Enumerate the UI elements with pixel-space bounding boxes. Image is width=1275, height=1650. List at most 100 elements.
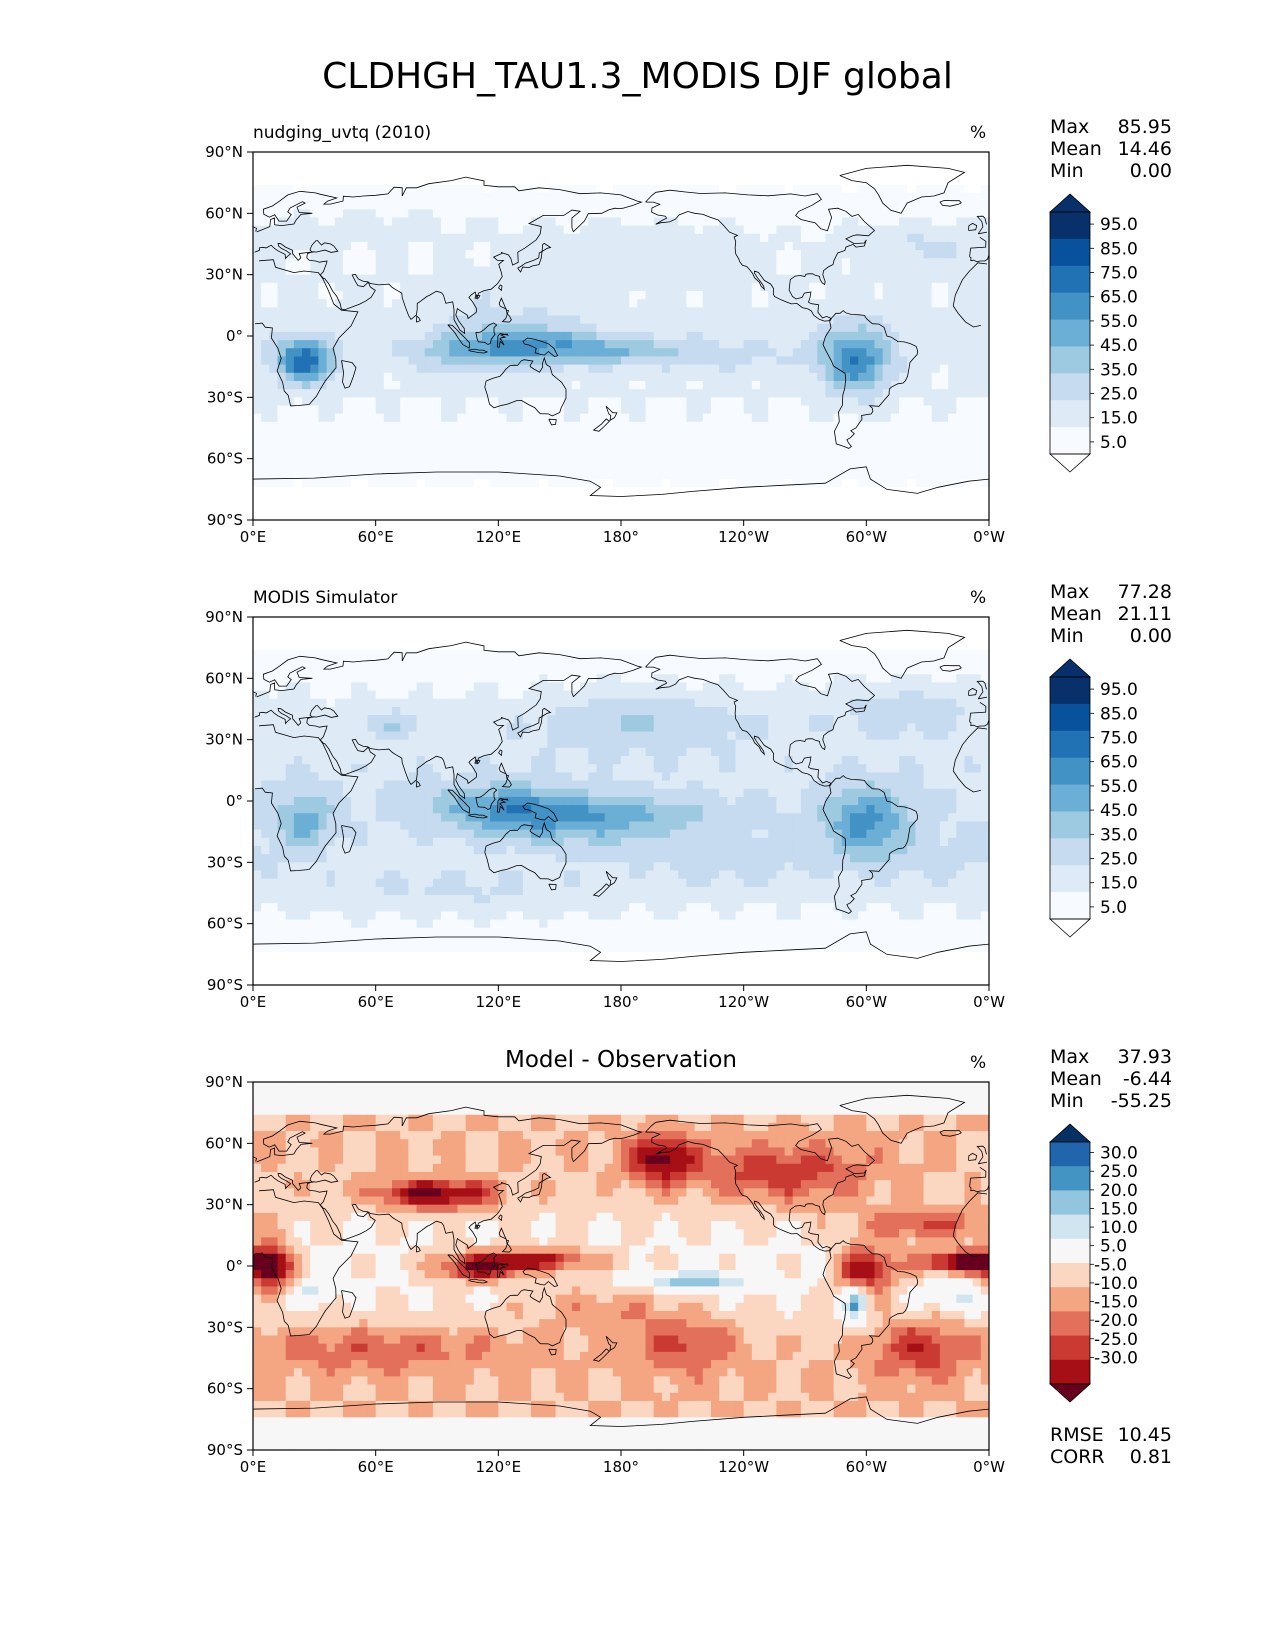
field-cell: [939, 217, 949, 227]
field-cell: [531, 184, 540, 194]
field-cell: [465, 250, 475, 259]
field-cell: [817, 274, 827, 284]
field-cell: [661, 258, 671, 268]
field-cell: [751, 446, 761, 456]
field-cell: [866, 250, 876, 259]
field-cell: [670, 282, 679, 292]
field-cell: [424, 625, 434, 634]
field-cell: [686, 657, 696, 667]
field-cell: [825, 479, 835, 488]
field-cell: [277, 397, 287, 407]
field-cell: [939, 430, 949, 439]
field-cell: [449, 657, 459, 667]
field-cell: [547, 176, 557, 186]
field-cell: [719, 291, 728, 300]
field-cell: [980, 348, 989, 358]
field-cell: [694, 503, 704, 513]
field-cell: [645, 331, 655, 341]
field-cell: [342, 291, 352, 300]
field-cell: [359, 356, 369, 366]
field-cell: [817, 657, 827, 667]
field-cell: [473, 201, 483, 210]
field-cell: [441, 430, 450, 439]
field-cell: [743, 389, 753, 398]
field-cell: [449, 633, 459, 643]
field-cell: [293, 184, 303, 194]
field-cell: [825, 430, 835, 439]
field-cell: [743, 413, 753, 423]
field-cell: [751, 340, 761, 349]
field-cell: [866, 241, 876, 251]
field-cell: [882, 503, 892, 513]
field-cell: [931, 641, 941, 651]
field-cell: [956, 348, 966, 358]
field-cell: [637, 192, 647, 202]
field-cell: [645, 495, 655, 505]
field-cell: [441, 633, 450, 643]
colorbar-test: 95.085.075.065.055.045.035.025.015.05.0: [1048, 193, 1138, 473]
field-cell: [457, 625, 467, 634]
field-cell: [858, 233, 867, 243]
field-cell: [531, 307, 540, 317]
field-cell: [253, 625, 262, 634]
field-cell: [432, 462, 442, 472]
field-cell: [481, 511, 491, 520]
field-cell: [269, 495, 279, 505]
field-cell: [817, 625, 827, 634]
field-cell: [588, 641, 598, 651]
field-cell: [392, 266, 401, 276]
field-cell: [498, 487, 508, 497]
field-cell: [351, 274, 360, 284]
field-cell: [514, 307, 524, 317]
field-cell: [490, 487, 499, 497]
field-cell: [326, 674, 336, 684]
field-cell: [760, 340, 769, 349]
field-cell: [334, 258, 344, 268]
field-cell: [784, 282, 794, 292]
field-cell: [269, 184, 279, 194]
field-cell: [400, 633, 409, 643]
field-cell: [882, 421, 892, 431]
field-cell: [416, 258, 426, 268]
field-cell: [784, 682, 794, 692]
field-cell: [580, 446, 589, 456]
field-cell: [457, 421, 467, 431]
field-cell: [277, 682, 287, 692]
field-cell: [580, 674, 589, 684]
field-cell: [490, 192, 499, 202]
field-cell: [931, 430, 941, 439]
field-cell: [351, 323, 360, 333]
field-cell: [326, 307, 336, 317]
field-cell: [849, 479, 859, 488]
field-cell: [760, 487, 769, 497]
field-cell: [408, 250, 418, 259]
field-cell: [956, 299, 966, 308]
field-cell: [874, 192, 884, 202]
field-cell: [604, 364, 614, 374]
field-cell: [506, 364, 516, 374]
field-cell: [359, 323, 369, 333]
field-cell: [277, 364, 287, 374]
field-cell: [490, 372, 499, 382]
field-cell: [514, 266, 524, 276]
field-cell: [874, 364, 884, 374]
field-cell: [612, 315, 622, 325]
field-cell: [481, 299, 491, 308]
field-cell: [858, 176, 867, 186]
field-cell: [964, 454, 974, 464]
field-cell: [596, 225, 606, 235]
field-cell: [980, 241, 989, 251]
field-cell: [302, 152, 311, 161]
field-cell: [465, 160, 475, 169]
field-cell: [874, 495, 884, 505]
field-cell: [269, 430, 279, 439]
field-cell: [874, 152, 884, 161]
field-cell: [563, 291, 573, 300]
field-cell: [277, 233, 287, 243]
field-cell: [948, 356, 957, 366]
field-cell: [719, 192, 728, 202]
field-cell: [408, 152, 418, 161]
field-cell: [261, 282, 270, 292]
field-cell: [915, 152, 925, 161]
field-cell: [719, 209, 728, 219]
